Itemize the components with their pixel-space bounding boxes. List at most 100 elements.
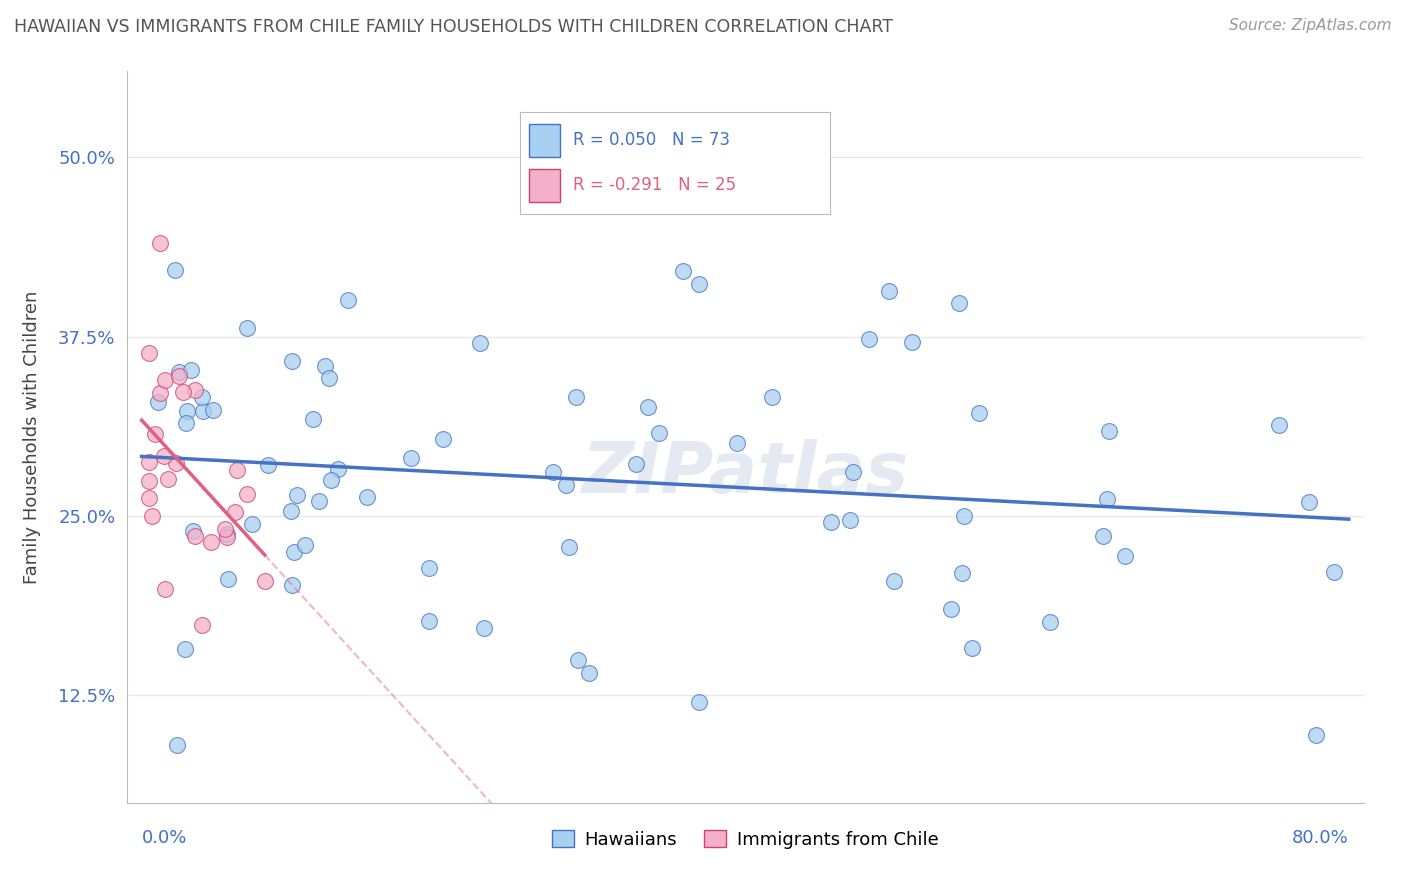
Text: Source: ZipAtlas.com: Source: ZipAtlas.com <box>1229 18 1392 33</box>
Point <box>318 370 340 384</box>
Point <box>253 574 276 588</box>
Point <box>180 362 202 376</box>
Point <box>418 614 440 628</box>
Point <box>141 508 163 523</box>
Point <box>153 450 176 464</box>
Point <box>470 336 492 351</box>
Point <box>1091 529 1114 543</box>
Point <box>725 436 748 450</box>
Point <box>567 653 589 667</box>
Point <box>301 411 323 425</box>
Point <box>1298 495 1320 509</box>
Point <box>163 263 186 277</box>
Point <box>283 544 305 558</box>
Point <box>1305 728 1327 742</box>
Point <box>138 455 160 469</box>
Point <box>285 487 308 501</box>
Point <box>217 527 239 541</box>
Point <box>153 582 176 596</box>
Point <box>557 540 579 554</box>
Y-axis label: Family Households with Children: Family Households with Children <box>24 291 41 583</box>
Point <box>191 390 214 404</box>
Point <box>337 293 360 308</box>
Point <box>138 474 160 488</box>
Text: 80.0%: 80.0% <box>1292 829 1348 847</box>
Point <box>637 400 659 414</box>
Point <box>236 487 259 501</box>
Point <box>578 665 600 680</box>
Point <box>215 531 238 545</box>
Point <box>883 574 905 588</box>
Point <box>1323 565 1346 579</box>
Legend: Hawaiians, Immigrants from Chile: Hawaiians, Immigrants from Chile <box>544 823 946 856</box>
Point <box>169 365 191 379</box>
Point <box>174 416 197 430</box>
Point <box>172 385 194 400</box>
Point <box>626 457 648 471</box>
Point <box>166 739 188 753</box>
Point <box>841 465 863 479</box>
Point <box>157 472 180 486</box>
FancyBboxPatch shape <box>530 124 561 157</box>
Point <box>155 373 177 387</box>
Point <box>1098 424 1121 438</box>
Point <box>138 491 160 505</box>
Point <box>181 524 204 538</box>
Point <box>939 601 962 615</box>
Point <box>314 359 336 373</box>
Point <box>176 403 198 417</box>
Point <box>201 402 224 417</box>
Point <box>149 236 172 251</box>
Point <box>1268 417 1291 432</box>
FancyBboxPatch shape <box>530 169 561 202</box>
Point <box>257 458 280 472</box>
Point <box>280 504 302 518</box>
Point <box>962 640 984 655</box>
Point <box>138 346 160 360</box>
Point <box>564 390 586 404</box>
Point <box>877 284 900 298</box>
Point <box>1095 492 1118 507</box>
Point <box>214 523 236 537</box>
Point <box>688 277 710 291</box>
Point <box>953 509 976 524</box>
Point <box>472 621 495 635</box>
Point <box>143 427 166 442</box>
Point <box>1114 549 1136 563</box>
Text: ZIPatlas: ZIPatlas <box>582 439 908 508</box>
Point <box>321 473 343 487</box>
Point <box>240 516 263 531</box>
Point <box>858 333 880 347</box>
Point <box>294 538 316 552</box>
Point <box>820 515 842 529</box>
Point <box>225 463 247 477</box>
Point <box>950 566 973 580</box>
Text: HAWAIIAN VS IMMIGRANTS FROM CHILE FAMILY HOUSEHOLDS WITH CHILDREN CORRELATION CH: HAWAIIAN VS IMMIGRANTS FROM CHILE FAMILY… <box>14 18 893 36</box>
Point <box>432 433 454 447</box>
Point <box>200 534 222 549</box>
Text: R = -0.291   N = 25: R = -0.291 N = 25 <box>572 177 735 194</box>
Point <box>541 465 564 479</box>
Point <box>149 386 172 401</box>
Point <box>401 450 423 465</box>
Point <box>191 404 214 418</box>
Text: 0.0%: 0.0% <box>142 829 187 847</box>
Point <box>308 493 330 508</box>
Point <box>418 561 440 575</box>
Point <box>948 295 970 310</box>
Point <box>183 383 205 397</box>
Point <box>281 354 304 368</box>
Point <box>688 695 710 709</box>
Point <box>555 478 578 492</box>
Point <box>236 321 259 335</box>
Point <box>184 529 207 543</box>
Point <box>761 390 783 404</box>
Point <box>281 577 304 591</box>
Point <box>217 572 239 586</box>
Point <box>191 617 214 632</box>
Point <box>224 505 246 519</box>
Text: R = 0.050   N = 73: R = 0.050 N = 73 <box>572 131 730 149</box>
Point <box>167 368 190 383</box>
Point <box>901 334 924 349</box>
Point <box>672 263 695 277</box>
